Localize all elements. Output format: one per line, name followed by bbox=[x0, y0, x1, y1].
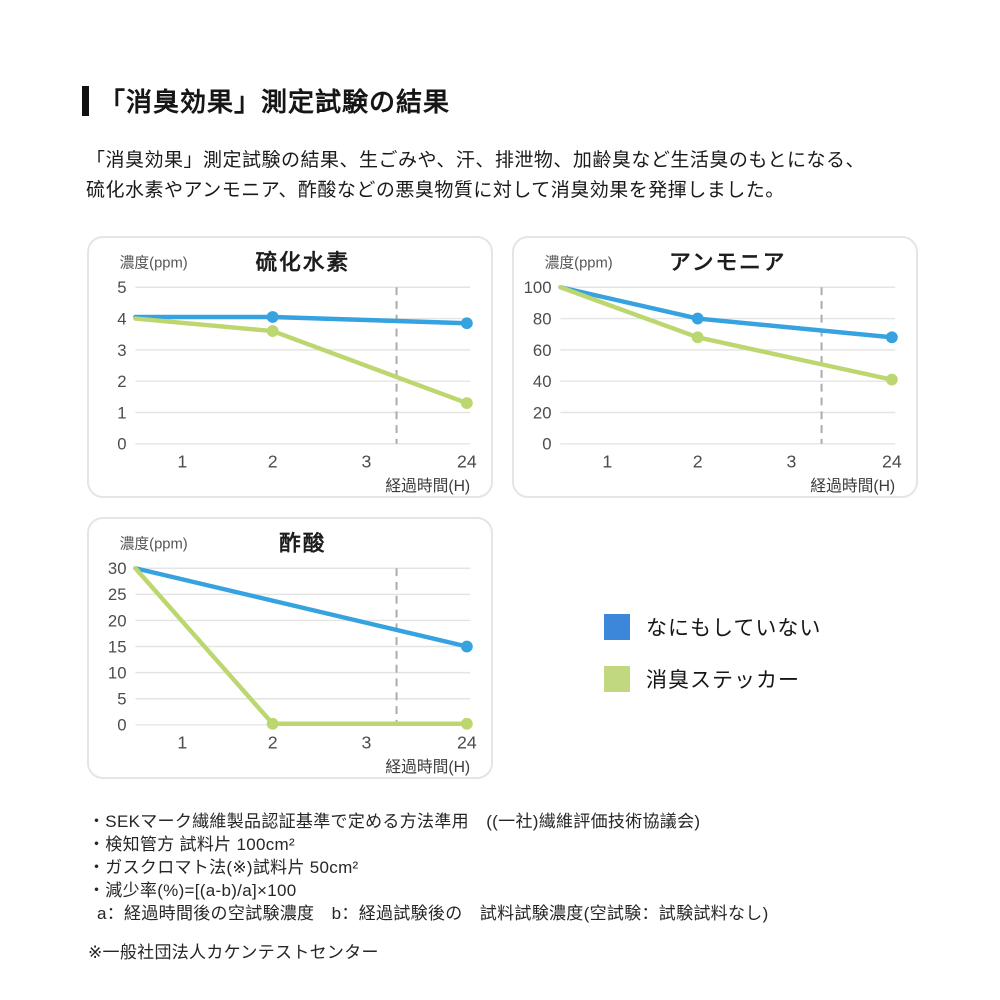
svg-text:4: 4 bbox=[117, 309, 126, 328]
svg-text:1: 1 bbox=[177, 451, 187, 471]
svg-text:25: 25 bbox=[108, 585, 127, 604]
svg-text:3: 3 bbox=[786, 451, 796, 471]
svg-text:アンモニア: アンモニア bbox=[669, 250, 786, 275]
svg-text:3: 3 bbox=[361, 732, 371, 752]
svg-text:2: 2 bbox=[117, 372, 126, 391]
svg-text:3: 3 bbox=[117, 341, 126, 360]
legend-label-deodorant-sticker: 消臭ステッカー bbox=[646, 669, 800, 692]
svg-text:60: 60 bbox=[533, 341, 552, 360]
svg-text:1: 1 bbox=[177, 732, 187, 752]
svg-text:3: 3 bbox=[361, 451, 371, 471]
svg-text:15: 15 bbox=[108, 637, 127, 656]
svg-text:2: 2 bbox=[268, 451, 278, 471]
svg-text:30: 30 bbox=[108, 559, 127, 578]
svg-text:20: 20 bbox=[533, 403, 552, 422]
svg-text:24: 24 bbox=[457, 732, 477, 752]
legend: なにもしていない 消臭ステッカー bbox=[604, 612, 821, 694]
page-title: 「消臭効果」測定試験の結果 bbox=[99, 87, 451, 117]
svg-text:80: 80 bbox=[533, 309, 552, 328]
svg-text:2: 2 bbox=[268, 732, 278, 752]
svg-text:100: 100 bbox=[524, 278, 552, 297]
svg-text:経過時間(H): 経過時間(H) bbox=[810, 477, 895, 495]
svg-text:濃度(ppm): 濃度(ppm) bbox=[120, 536, 188, 553]
svg-text:硫化水素: 硫化水素 bbox=[256, 250, 351, 275]
legend-swatch-green bbox=[604, 666, 630, 692]
svg-text:20: 20 bbox=[108, 611, 127, 630]
svg-text:酢酸: 酢酸 bbox=[279, 531, 326, 556]
legend-item-deodorant-sticker: 消臭ステッカー bbox=[604, 664, 821, 694]
svg-text:5: 5 bbox=[117, 690, 126, 709]
svg-text:24: 24 bbox=[882, 451, 902, 471]
svg-text:経過時間(H): 経過時間(H) bbox=[385, 477, 470, 495]
svg-text:0: 0 bbox=[542, 435, 551, 454]
chart-panel-hydrogen-sulfide: 0 1 2 3 4 5 1 2 3 24 濃度(ppm) 硫化水素経過時間(H) bbox=[87, 236, 493, 498]
svg-text:40: 40 bbox=[533, 372, 552, 391]
intro-paragraph: 「消臭効果」測定試験の結果、生ごみや、汗、排泄物、加齢臭など生活臭のもとになる、… bbox=[86, 146, 865, 206]
svg-text:5: 5 bbox=[117, 278, 126, 297]
intro-line-1: 「消臭効果」測定試験の結果、生ごみや、汗、排泄物、加齢臭など生活臭のもとになる、 bbox=[86, 150, 866, 171]
intro-line-2: 硫化水素やアンモニア、酢酸などの悪臭物質に対して消臭効果を発揮しました。 bbox=[86, 180, 785, 201]
test-method-notes: ・SEKマーク繊維製品認証基準で定める方法準用 ((一社)繊維評価技術協議会) … bbox=[88, 810, 769, 925]
note-line: ・検知管方 試料片 100cm² bbox=[88, 835, 295, 854]
chart-panel-ammonia: 0 20 40 60 80 100 1 2 3 24 濃度(ppm) アンモニア経過時間(H) bbox=[512, 236, 918, 498]
legend-label-untreated: なにもしていない bbox=[646, 617, 822, 640]
svg-text:1: 1 bbox=[117, 403, 126, 422]
svg-text:10: 10 bbox=[108, 664, 127, 683]
title-accent-bar bbox=[82, 85, 89, 116]
note-line: ・SEKマーク繊維製品認証基準で定める方法準用 ((一社)繊維評価技術協議会) bbox=[88, 812, 701, 831]
svg-text:濃度(ppm): 濃度(ppm) bbox=[120, 255, 188, 272]
svg-text:1: 1 bbox=[602, 451, 612, 471]
page-title-row: 「消臭効果」測定試験の結果 bbox=[82, 82, 450, 119]
svg-text:2: 2 bbox=[693, 451, 703, 471]
svg-text:0: 0 bbox=[117, 716, 126, 735]
svg-text:経過時間(H): 経過時間(H) bbox=[385, 758, 470, 776]
legend-swatch-blue bbox=[604, 614, 630, 640]
svg-text:濃度(ppm): 濃度(ppm) bbox=[545, 255, 613, 272]
note-line: a：経過時間後の空試験濃度 b：経過試験後の 試料試験濃度(空試験：試験試料なし… bbox=[97, 904, 769, 923]
note-line: ・ガスクロマト法(※)試料片 50cm² bbox=[88, 858, 359, 877]
legend-item-untreated: なにもしていない bbox=[604, 612, 821, 642]
footer-note: ※一般社団法人カケンテストセンター bbox=[88, 943, 379, 962]
svg-text:0: 0 bbox=[117, 435, 126, 454]
svg-text:24: 24 bbox=[457, 451, 477, 471]
chart-panel-acetic-acid: 0 5 10 15 20 25 30 1 2 3 24 濃度(ppm) 酢酸経過時間(H) bbox=[87, 517, 493, 779]
note-line: ・減少率(%)=[(a-b)/a]×100 bbox=[88, 881, 297, 900]
